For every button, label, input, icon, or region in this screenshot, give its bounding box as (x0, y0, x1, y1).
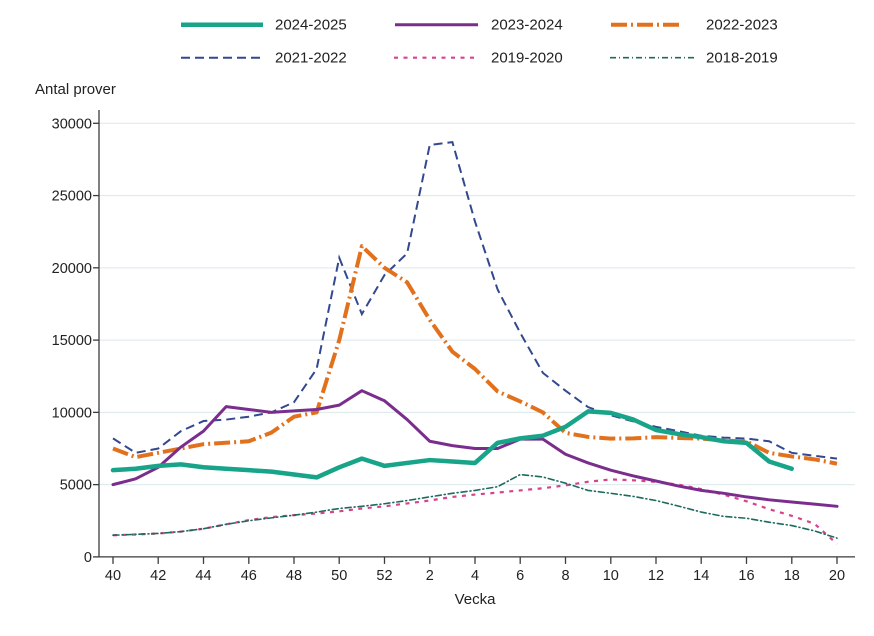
svg-text:Antal prover: Antal prover (35, 81, 116, 98)
svg-text:46: 46 (241, 568, 257, 584)
svg-text:2: 2 (426, 568, 434, 584)
svg-text:20: 20 (829, 568, 845, 584)
svg-text:52: 52 (376, 568, 392, 584)
svg-text:48: 48 (286, 568, 302, 584)
svg-text:42: 42 (150, 568, 166, 584)
svg-text:10000: 10000 (52, 405, 92, 421)
svg-text:16: 16 (738, 568, 754, 584)
svg-text:15000: 15000 (52, 333, 92, 349)
svg-text:30000: 30000 (52, 116, 92, 132)
svg-text:2023-2024: 2023-2024 (491, 17, 563, 34)
svg-text:25000: 25000 (52, 189, 92, 205)
svg-text:5000: 5000 (60, 478, 92, 494)
svg-text:4: 4 (471, 568, 479, 584)
svg-text:14: 14 (693, 568, 709, 584)
svg-text:10: 10 (603, 568, 619, 584)
svg-text:12: 12 (648, 568, 664, 584)
svg-text:40: 40 (105, 568, 121, 584)
svg-text:8: 8 (561, 568, 569, 584)
svg-text:6: 6 (516, 568, 524, 584)
svg-text:0: 0 (84, 550, 92, 566)
svg-text:2022-2023: 2022-2023 (706, 17, 778, 34)
svg-text:20000: 20000 (52, 261, 92, 277)
svg-text:18: 18 (784, 568, 800, 584)
svg-text:Vecka: Vecka (455, 591, 497, 608)
svg-text:2019-2020: 2019-2020 (491, 50, 563, 67)
svg-text:50: 50 (331, 568, 347, 584)
svg-text:44: 44 (195, 568, 211, 584)
svg-text:2018-2019: 2018-2019 (706, 50, 778, 67)
svg-text:2024-2025: 2024-2025 (275, 17, 347, 34)
svg-text:2021-2022: 2021-2022 (275, 50, 347, 67)
